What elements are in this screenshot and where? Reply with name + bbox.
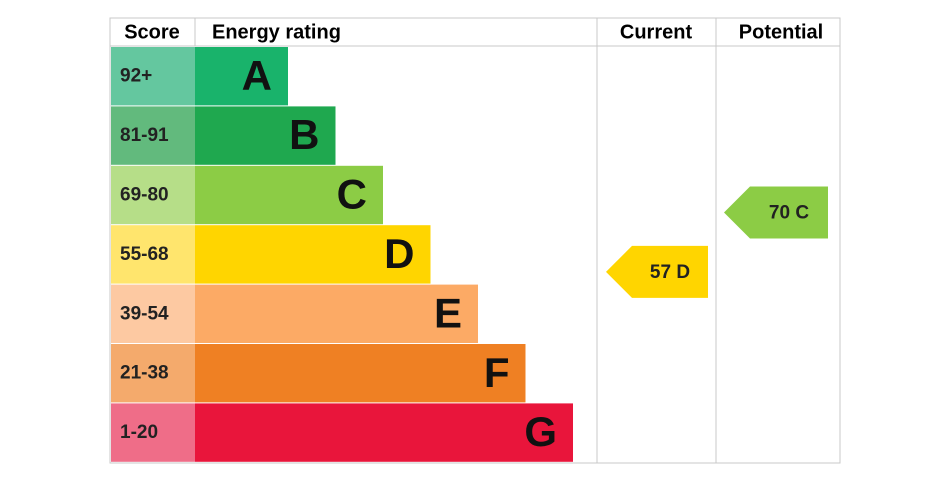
potential-score: 70	[769, 203, 790, 224]
score-label: 81-91	[120, 125, 169, 146]
potential-label: 70 C	[769, 203, 809, 224]
score-cell	[111, 403, 195, 462]
score-cell	[111, 106, 195, 165]
current-band: D	[676, 262, 690, 283]
header-rating: Energy rating	[212, 21, 341, 43]
rating-bar	[195, 225, 431, 284]
score-label: 39-54	[120, 303, 169, 324]
score-label: 21-38	[120, 363, 169, 384]
score-cell	[111, 284, 195, 343]
rating-letter: D	[384, 230, 414, 277]
current-label: 57 D	[650, 262, 690, 283]
header-current: Current	[620, 21, 693, 43]
score-label: 1-20	[120, 422, 158, 443]
score-label: 55-68	[120, 244, 169, 265]
current-arrow	[606, 245, 708, 298]
rating-letter: C	[337, 171, 367, 218]
rating-letter: F	[484, 349, 510, 396]
header-potential: Potential	[739, 21, 823, 43]
rating-bar	[195, 344, 526, 403]
score-cell	[111, 344, 195, 403]
score-cell	[111, 47, 195, 106]
rating-letter: G	[524, 408, 557, 455]
rating-bar	[195, 284, 478, 343]
score-label: 69-80	[120, 185, 169, 206]
potential-arrow	[724, 186, 828, 239]
rating-bar	[195, 47, 288, 106]
header-score: Score	[124, 21, 180, 43]
score-label: 92+	[120, 66, 152, 87]
potential-band: C	[795, 203, 809, 224]
rating-letter: A	[242, 52, 272, 99]
rating-letter: B	[289, 111, 319, 158]
rating-letter: E	[434, 289, 462, 336]
score-cell	[111, 165, 195, 225]
score-cell	[111, 225, 195, 284]
rating-bar	[195, 106, 336, 165]
rating-bar	[195, 165, 383, 225]
current-score: 57	[650, 262, 671, 283]
rating-bar	[195, 403, 573, 462]
